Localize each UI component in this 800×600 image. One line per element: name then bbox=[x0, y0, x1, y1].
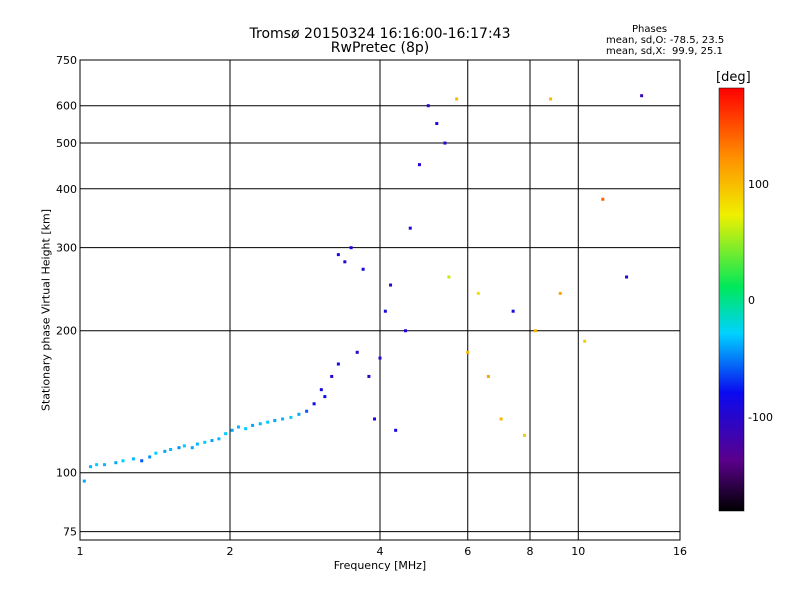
data-point bbox=[394, 428, 398, 432]
data-point bbox=[558, 291, 562, 295]
data-point bbox=[443, 141, 447, 145]
data-point bbox=[236, 425, 240, 429]
data-point bbox=[210, 439, 214, 443]
y-tick-label: 200 bbox=[56, 325, 77, 338]
chart-subtitle: RwPretec (8p) bbox=[330, 40, 430, 56]
data-point bbox=[408, 226, 412, 230]
data-point bbox=[230, 428, 234, 432]
data-point bbox=[523, 433, 527, 437]
data-point bbox=[82, 479, 86, 483]
stats-o: mean, sd,O: -78.5, 23.5 bbox=[606, 35, 725, 46]
data-point bbox=[266, 420, 270, 424]
x-tick-label: 10 bbox=[571, 545, 585, 558]
data-point bbox=[601, 197, 605, 201]
data-point bbox=[203, 440, 207, 444]
stats-title: Phases bbox=[632, 24, 668, 35]
colorbar-tick-0: 0 bbox=[748, 294, 755, 307]
data-point bbox=[455, 97, 459, 101]
data-point bbox=[177, 446, 181, 450]
data-point bbox=[373, 417, 377, 421]
data-point bbox=[378, 356, 382, 360]
x-tick-label: 8 bbox=[527, 545, 534, 558]
data-point bbox=[244, 427, 248, 431]
data-point bbox=[511, 309, 515, 313]
y-tick-label: 750 bbox=[56, 54, 77, 67]
data-point bbox=[103, 463, 107, 467]
data-point bbox=[89, 465, 93, 469]
y-tick-label: 300 bbox=[56, 242, 77, 255]
data-point bbox=[182, 444, 186, 448]
data-point bbox=[154, 451, 158, 455]
data-points bbox=[82, 94, 644, 483]
data-point bbox=[640, 94, 644, 98]
colorbar-tick-minus-100: -100 bbox=[748, 411, 773, 424]
y-tick-label: 75 bbox=[63, 526, 77, 539]
data-point bbox=[336, 362, 340, 366]
data-point bbox=[355, 350, 359, 354]
data-point bbox=[217, 437, 221, 441]
x-axis-label: Frequency [MHz] bbox=[333, 559, 427, 572]
data-point bbox=[361, 267, 365, 271]
x-tick-label: 4 bbox=[377, 545, 384, 558]
x-tick-label: 16 bbox=[673, 545, 687, 558]
data-point bbox=[499, 417, 503, 421]
data-point bbox=[273, 419, 277, 423]
data-point bbox=[190, 446, 194, 450]
data-point bbox=[336, 253, 340, 257]
data-point bbox=[319, 388, 323, 392]
data-point bbox=[312, 402, 316, 406]
y-tick-label: 500 bbox=[56, 137, 77, 150]
data-point bbox=[163, 449, 167, 453]
data-point bbox=[435, 122, 439, 126]
data-point bbox=[169, 447, 173, 451]
y-tick-label: 400 bbox=[56, 183, 77, 196]
data-point bbox=[140, 459, 144, 463]
colorbar-label: [deg] bbox=[716, 70, 751, 85]
chart-title: Tromsø 20150324 16:16:00-16:17:43 bbox=[249, 26, 511, 42]
x-tick-label: 6 bbox=[464, 545, 471, 558]
data-point bbox=[297, 412, 301, 416]
data-point bbox=[389, 283, 393, 287]
data-point bbox=[476, 291, 480, 295]
data-point bbox=[289, 415, 293, 419]
data-point bbox=[367, 374, 371, 378]
colorbar bbox=[718, 87, 745, 512]
data-point bbox=[305, 409, 309, 413]
data-point bbox=[131, 457, 135, 461]
data-point bbox=[251, 423, 255, 427]
data-point bbox=[486, 374, 490, 378]
data-point bbox=[114, 461, 118, 465]
data-point bbox=[95, 463, 99, 467]
data-point bbox=[549, 97, 553, 101]
data-point bbox=[583, 339, 587, 343]
stats-x: mean, sd,X: 99.9, 25.1 bbox=[606, 46, 723, 57]
data-point bbox=[323, 395, 327, 399]
data-point bbox=[224, 432, 228, 436]
data-point bbox=[330, 374, 334, 378]
x-tick-label: 1 bbox=[77, 545, 84, 558]
data-point bbox=[121, 459, 125, 463]
data-point bbox=[466, 350, 470, 354]
data-point bbox=[403, 329, 407, 333]
colorbar-tick-100: 100 bbox=[748, 178, 769, 191]
data-point bbox=[533, 329, 537, 333]
data-point bbox=[343, 260, 347, 264]
data-point bbox=[258, 422, 262, 426]
data-point bbox=[426, 104, 430, 108]
data-point bbox=[349, 246, 353, 250]
y-tick-label: 100 bbox=[56, 467, 77, 480]
data-point bbox=[625, 275, 629, 279]
x-tick-label: 2 bbox=[227, 545, 234, 558]
data-point bbox=[417, 163, 421, 167]
data-point bbox=[383, 309, 387, 313]
data-point bbox=[195, 442, 199, 446]
grid bbox=[80, 60, 680, 540]
data-point bbox=[148, 455, 152, 459]
data-point bbox=[447, 275, 451, 279]
y-tick-label: 600 bbox=[56, 100, 77, 113]
data-point bbox=[281, 417, 285, 421]
